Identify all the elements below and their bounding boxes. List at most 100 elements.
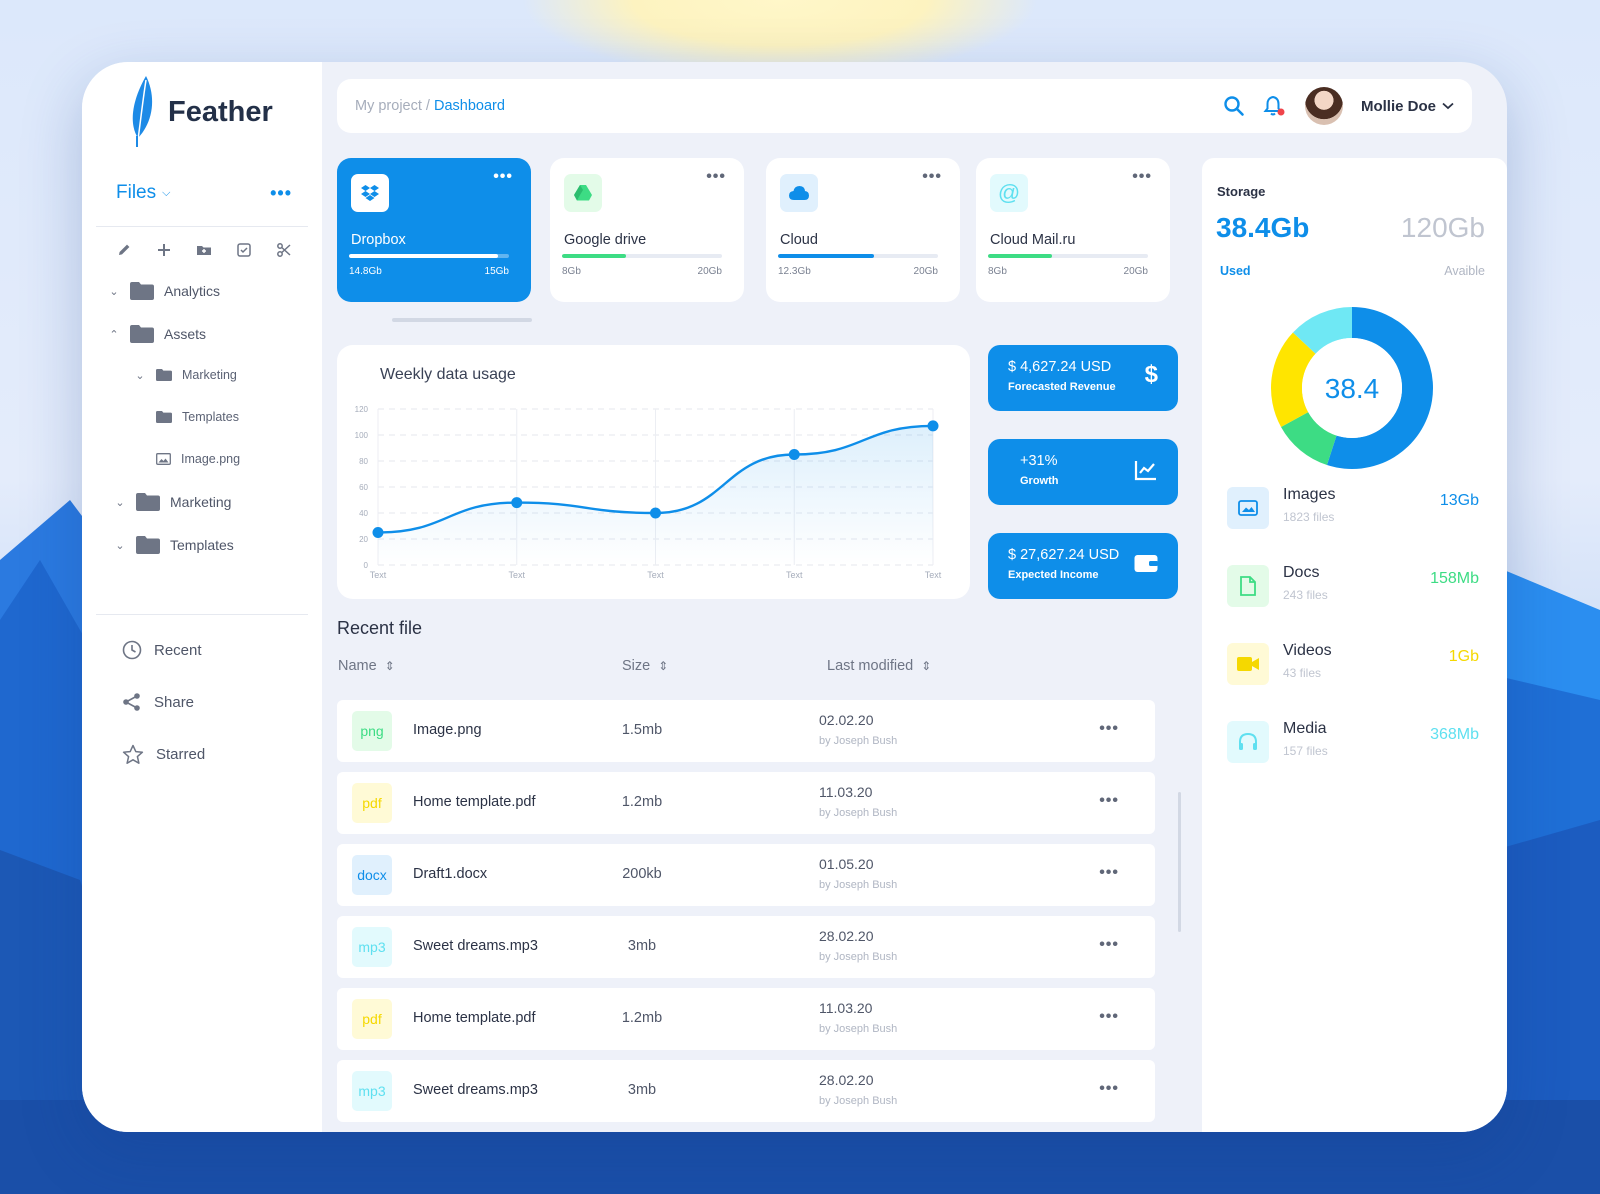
chevron-up-icon[interactable]: ⌃ [109,328,119,341]
table-row[interactable]: pdf Home template.pdf 1.2mb 11.03.20 by … [337,988,1155,1050]
sort-icon[interactable]: ⇕ [658,659,669,673]
storage-title: Storage [1217,184,1266,199]
storage-category[interactable]: Media 157 files 368Mb [1227,717,1487,763]
data-point[interactable] [511,497,523,509]
column-last-modified[interactable]: Last modified ⇕ [827,658,931,674]
file-modified-date: 01.05.20 [819,856,874,872]
more-icon[interactable]: ••• [1132,168,1152,185]
kpi-forecasted-revenue[interactable]: $ 4,627.24 USD Forecasted Revenue $ [988,345,1178,411]
more-icon[interactable]: ••• [706,168,726,185]
category-count: 43 files [1283,666,1322,680]
more-icon[interactable]: ••• [1099,864,1119,881]
horizontal-scrollbar[interactable] [392,318,532,322]
storage-card-google-drive[interactable]: ••• Google drive 8Gb 20Gb [550,158,744,302]
storage-category[interactable]: Images 1823 files 13Gb [1227,483,1487,529]
sort-icon[interactable]: ⇕ [921,659,932,673]
more-icon[interactable]: ••• [1099,792,1119,809]
tree-item-label: Templates [170,537,234,553]
column-name[interactable]: Name ⇕ [338,658,395,674]
table-row[interactable]: docx Draft1.docx 200kb 01.05.20 by Josep… [337,844,1155,906]
table-row[interactable]: mp3 Sweet dreams.mp3 3mb 28.02.20 by Jos… [337,916,1155,978]
tree-item-templates[interactable]: ⌄ Templates [114,536,234,554]
at-icon: @ [990,174,1028,212]
top-header: My project / Dashboard Mollie Doe [337,79,1472,133]
more-icon[interactable]: ••• [922,168,942,185]
tree-item-analytics[interactable]: ⌄ Analytics [108,282,220,300]
nav-label: Share [154,693,195,711]
progress-fill [562,254,626,258]
chevron-down-icon[interactable]: ⌄ [109,285,119,298]
tree-item-marketing-sub[interactable]: ⌄ Marketing [134,368,237,382]
storage-card-dropbox[interactable]: ••• Dropbox 14.8Gb 15Gb [337,158,531,302]
card-used: 14.8Gb [349,266,382,277]
files-dropdown[interactable]: Files ⌵ [116,182,170,204]
file-type-badge: pdf [352,999,392,1039]
file-type-badge: png [352,711,392,751]
logo[interactable]: Feather [126,76,273,148]
column-size[interactable]: Size ⇕ [622,658,668,674]
x-tick-label: Text [508,570,525,580]
sort-icon[interactable]: ⇕ [384,659,395,673]
scissors-icon[interactable] [276,242,292,258]
file-modified-by: by Joseph Bush [819,807,898,819]
file-type-badge: mp3 [352,927,392,967]
more-icon[interactable]: ••• [1099,1008,1119,1025]
tree-item-label: Assets [164,326,207,342]
vertical-scrollbar[interactable] [1178,792,1181,932]
more-icon[interactable]: ••• [1099,720,1119,737]
tree-item-templates-sub[interactable]: Templates [156,410,239,424]
y-tick-label: 60 [359,483,368,492]
file-toolbar [116,242,292,258]
trend-chart-icon [1134,461,1156,481]
data-point[interactable] [650,507,661,519]
kpi-growth[interactable]: +31% Growth [988,439,1178,505]
files-more-icon[interactable]: ••• [270,182,292,203]
plus-icon[interactable] [156,242,172,258]
bell-icon[interactable] [1263,94,1287,118]
chevron-down-icon[interactable]: ⌄ [115,539,125,552]
tree-item-image-file[interactable]: Image.png [156,452,240,466]
kpi-expected-income[interactable]: $ 27,627.24 USD Expected Income [988,533,1178,599]
breadcrumb-root[interactable]: My project [355,98,422,114]
more-icon[interactable]: ••• [493,168,513,185]
category-name: Images [1283,486,1336,503]
chevron-down-icon[interactable]: ⌄ [135,369,145,382]
avatar[interactable] [1304,87,1343,125]
more-icon[interactable]: ••• [1099,1080,1119,1097]
card-name: Dropbox [351,232,406,248]
card-used: 8Gb [562,266,581,277]
nav-starred[interactable]: Starred [122,744,205,765]
x-tick-label: Text [925,570,942,580]
storage-card-cloud-mail[interactable]: @ ••• Cloud Mail.ru 8Gb 20Gb [976,158,1170,302]
pencil-icon[interactable] [116,242,132,258]
new-folder-icon[interactable] [196,242,212,258]
data-point[interactable] [788,449,800,460]
donut-center [1302,338,1402,438]
nav-share[interactable]: Share [122,692,194,712]
donut-segment [1271,332,1316,428]
table-row[interactable]: pdf Home template.pdf 1.2mb 11.03.20 by … [337,772,1155,834]
folder-icon [156,369,172,381]
table-row[interactable]: png Image.png 1.5mb 02.02.20 by Joseph B… [337,700,1155,762]
storage-category[interactable]: Docs 243 files 158Mb [1227,561,1487,607]
tree-item-assets[interactable]: ⌃ Assets [108,325,206,343]
tree-item-label: Marketing [170,494,232,510]
table-row[interactable]: mp3 Sweet dreams.mp3 3mb 28.02.20 by Jos… [337,1060,1155,1122]
user-menu[interactable]: Mollie Doe [1361,98,1454,115]
more-icon[interactable]: ••• [1099,936,1119,953]
data-point[interactable] [372,527,384,538]
nav-recent[interactable]: Recent [122,640,202,660]
checkbox-icon[interactable] [236,242,252,258]
storage-category[interactable]: Videos 43 files 1Gb [1227,639,1487,685]
star-icon [122,744,144,764]
file-modified-date: 11.03.20 [819,1000,873,1016]
breadcrumb-current[interactable]: Dashboard [433,98,505,114]
storage-used: 38.4Gb [1216,212,1310,243]
data-point[interactable] [927,420,939,432]
chevron-down-icon[interactable]: ⌄ [115,496,125,509]
tree-item-marketing[interactable]: ⌄ Marketing [114,493,231,511]
storage-card-cloud[interactable]: ••• Cloud 12.3Gb 20Gb [766,158,960,302]
column-label: Last modified [827,658,914,674]
file-modified-by: by Joseph Bush [819,879,898,891]
search-icon[interactable] [1223,95,1245,117]
